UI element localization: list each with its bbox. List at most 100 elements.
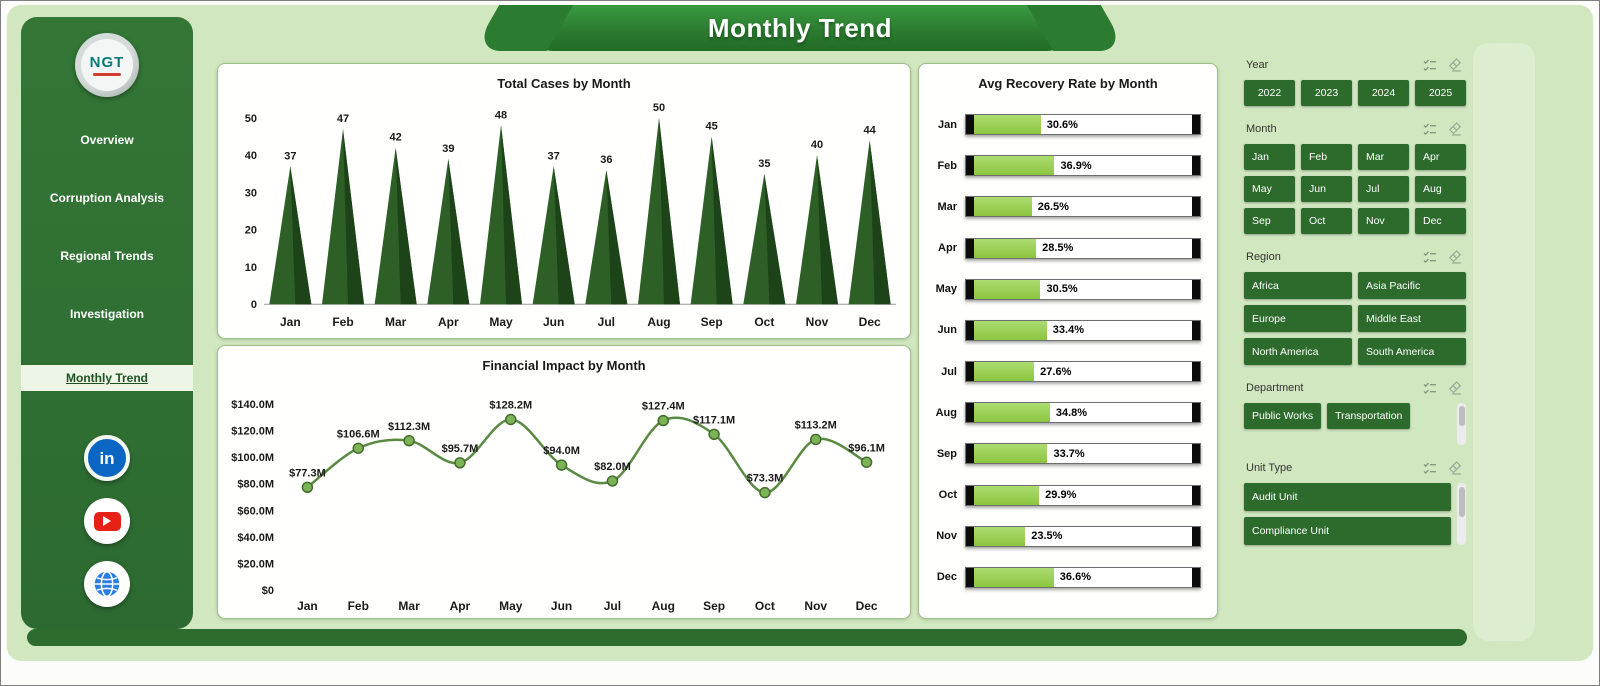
y-axis-tick: $120.0M xyxy=(231,425,274,437)
recovery-bar[interactable] xyxy=(974,320,1047,340)
recovery-bar[interactable] xyxy=(974,197,1032,217)
recovery-bar[interactable] xyxy=(974,362,1035,382)
filter-option-jun[interactable]: Jun xyxy=(1301,176,1352,202)
recovery-rate-chart[interactable]: Jan 30.6% Feb 36.9% Mar 26.5% Apr 28.5% May 30.5%… xyxy=(919,96,1217,610)
filter-option-may[interactable]: May xyxy=(1244,176,1295,202)
filter-option-2025[interactable]: 2025 xyxy=(1415,80,1466,106)
financial-impact-chart[interactable]: $0 $20.0M $40.0M $60.0M $80.0M $100.0M $120.0M… xyxy=(218,378,910,618)
recovery-bar[interactable] xyxy=(974,403,1050,423)
filter-option-sep[interactable]: Sep xyxy=(1244,208,1295,234)
recovery-bar-track[interactable]: 33.7% xyxy=(965,443,1201,465)
department-scrollbar[interactable] xyxy=(1457,403,1466,445)
sidebar-item-overview[interactable]: Overview xyxy=(80,133,134,147)
recovery-bar[interactable] xyxy=(974,567,1054,587)
filter-option-audit-unit[interactable]: Audit Unit xyxy=(1244,483,1451,511)
data-point[interactable] xyxy=(860,456,873,468)
recovery-bar[interactable] xyxy=(974,485,1040,505)
recovery-row: Feb 36.9% xyxy=(927,145,1201,186)
recovery-bar[interactable] xyxy=(974,238,1037,258)
recovery-bar[interactable] xyxy=(974,279,1041,299)
data-point[interactable] xyxy=(606,475,619,487)
recovery-bar-track[interactable]: 33.4% xyxy=(965,319,1201,341)
data-point[interactable] xyxy=(301,481,314,493)
recovery-bar-track[interactable]: 26.5% xyxy=(965,196,1201,218)
filter-option-dec[interactable]: Dec xyxy=(1415,208,1466,234)
recovery-bar-track[interactable]: 23.5% xyxy=(965,525,1201,547)
select-all-icon[interactable] xyxy=(1422,249,1438,265)
select-all-icon[interactable] xyxy=(1422,121,1438,137)
sidebar-item-investigation[interactable]: Investigation xyxy=(69,307,144,321)
filter-option-oct[interactable]: Oct xyxy=(1301,208,1352,234)
clear-filter-icon[interactable] xyxy=(1448,380,1464,396)
filter-option-2023[interactable]: 2023 xyxy=(1301,80,1352,106)
data-point[interactable] xyxy=(403,434,415,447)
filter-option-south-america[interactable]: South America xyxy=(1358,338,1466,365)
clear-filter-icon[interactable] xyxy=(1448,57,1464,73)
filter-option-jul[interactable]: Jul xyxy=(1358,176,1409,202)
filter-option-public-works[interactable]: Public Works xyxy=(1244,403,1322,429)
recovery-bar-track[interactable]: 34.8% xyxy=(965,402,1201,424)
filter-option-africa[interactable]: Africa xyxy=(1244,272,1352,299)
filter-option-2024[interactable]: 2024 xyxy=(1358,80,1409,106)
filter-option-2022[interactable]: 2022 xyxy=(1244,80,1295,106)
linkedin-icon[interactable]: in xyxy=(84,435,130,481)
select-all-icon[interactable] xyxy=(1422,380,1438,396)
x-axis-label: Nov xyxy=(804,599,827,613)
recovery-bar-track[interactable]: 28.5% xyxy=(965,237,1201,259)
sidebar-item-corruption-analysis[interactable]: Corruption Analysis xyxy=(49,191,165,205)
unit-type-slicer: Unit Type Audit Unit Compliance Unit xyxy=(1244,460,1466,545)
data-point[interactable] xyxy=(708,428,720,440)
filter-option-feb[interactable]: Feb xyxy=(1301,144,1352,170)
recovery-bar-track[interactable]: 30.6% xyxy=(965,114,1201,136)
filter-option-asia-pacific[interactable]: Asia Pacific xyxy=(1358,272,1466,299)
clear-filter-icon[interactable] xyxy=(1448,121,1464,137)
select-all-icon[interactable] xyxy=(1422,460,1438,476)
sidebar-item-regional-trends[interactable]: Regional Trends xyxy=(60,249,154,263)
filter-option-europe[interactable]: Europe xyxy=(1244,305,1352,332)
filter-option-jan[interactable]: Jan xyxy=(1244,144,1295,170)
value-label: 44 xyxy=(864,124,877,136)
recovery-bar-track[interactable]: 36.6% xyxy=(965,566,1201,588)
filter-option-transportation[interactable]: Transportation xyxy=(1327,403,1411,429)
recovery-bar[interactable] xyxy=(974,526,1026,546)
data-point[interactable] xyxy=(555,459,568,471)
filter-option-nov[interactable]: Nov xyxy=(1358,208,1409,234)
clear-filter-icon[interactable] xyxy=(1448,460,1464,476)
filter-option-aug[interactable]: Aug xyxy=(1415,176,1466,202)
website-globe-icon[interactable] xyxy=(84,561,130,607)
decorative-side-panel xyxy=(1473,43,1535,641)
youtube-icon[interactable] xyxy=(84,498,130,544)
sidebar-item-monthly-trend[interactable]: Monthly Trend xyxy=(21,365,193,391)
recovery-bar[interactable] xyxy=(974,115,1041,135)
value-label: 45 xyxy=(706,121,718,133)
region-slicer-label: Region xyxy=(1246,251,1281,263)
recovery-bar[interactable] xyxy=(974,156,1055,176)
data-point[interactable] xyxy=(810,433,822,446)
x-axis-label: Oct xyxy=(754,315,774,329)
recovery-bar-track[interactable]: 29.9% xyxy=(965,484,1201,506)
data-point[interactable] xyxy=(454,457,466,469)
data-point[interactable] xyxy=(505,413,517,426)
recovery-row: Aug 34.8% xyxy=(927,392,1201,433)
data-point[interactable] xyxy=(352,442,364,454)
total-cases-chart[interactable]: 0 10 20 30 40 50 37 Jan 47 Feb 42 Mar 39 Apr 48 May 37 Ju… xyxy=(218,96,910,338)
recovery-row: Nov 23.5% xyxy=(927,516,1201,557)
recovery-bar-track[interactable]: 36.9% xyxy=(965,155,1201,177)
filter-option-north-america[interactable]: North America xyxy=(1244,338,1352,365)
select-all-icon[interactable] xyxy=(1422,57,1438,73)
recovery-bar-track[interactable]: 30.5% xyxy=(965,278,1201,300)
filter-option-mar[interactable]: Mar xyxy=(1358,144,1409,170)
filter-option-compliance-unit[interactable]: Compliance Unit xyxy=(1244,517,1451,545)
recovery-bar[interactable] xyxy=(974,444,1048,464)
month-label: Oct xyxy=(938,489,957,502)
unit-type-scrollbar[interactable] xyxy=(1457,483,1466,545)
month-label: Jun xyxy=(937,324,957,337)
value-label: 36 xyxy=(600,154,612,166)
data-point[interactable] xyxy=(657,414,669,427)
clear-filter-icon[interactable] xyxy=(1448,249,1464,265)
filter-option-apr[interactable]: Apr xyxy=(1415,144,1466,170)
data-point[interactable] xyxy=(759,486,771,499)
filter-option-middle-east[interactable]: Middle East xyxy=(1358,305,1466,332)
month-label: Jul xyxy=(941,365,957,378)
recovery-bar-track[interactable]: 27.6% xyxy=(965,361,1201,383)
